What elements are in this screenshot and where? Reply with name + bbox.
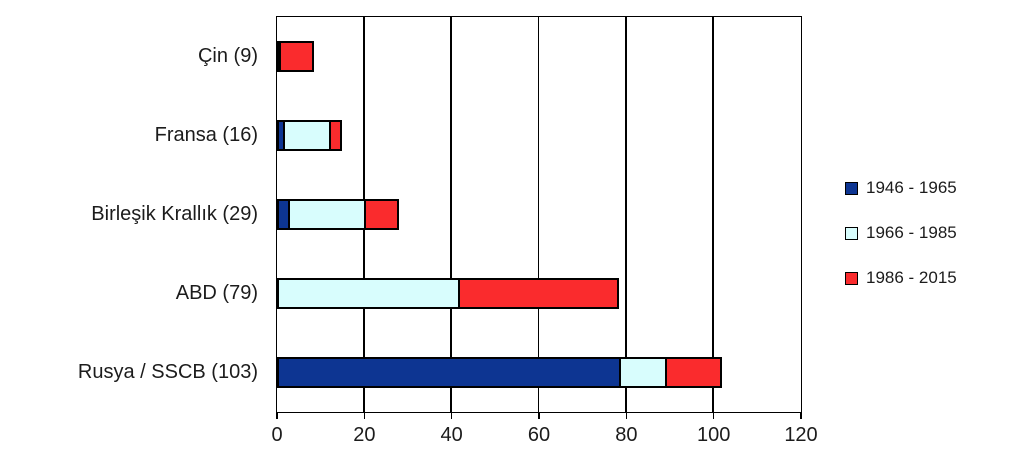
bar-row-0 [276,17,801,96]
legend: 1946 - 1965 1966 - 1985 1986 - 2015 [845,178,957,315]
bar-3 [276,277,801,309]
x-tick-mark [538,412,540,419]
bar-segment [364,198,400,230]
x-tick-mark [712,412,715,419]
x-tick-mark [800,412,802,419]
legend-entry-0: 1946 - 1965 [845,178,957,197]
y-axis-category-labels: Çin (9) Fransa (16) Birleşik Krallık (29) A… [0,17,258,412]
x-tick-label: 100 [696,424,731,446]
bar-segment [619,356,668,388]
x-tick-mark [625,412,628,419]
legend-label: 1986 - 2015 [866,268,957,287]
bar-segment [278,40,314,72]
x-tick-mark [450,412,453,419]
category-label: Çin (9) [197,45,258,67]
bar-row-4 [276,333,801,412]
bar-segment [329,119,343,151]
x-tick-label: 80 [615,424,638,446]
legend-label: 1966 - 1985 [866,223,957,242]
bar-segment [665,356,723,388]
category-label: Rusya / SSCB (103) [77,361,258,383]
bar-segment [457,277,620,309]
gridline-40 [450,16,452,412]
x-tick-label: 0 [271,424,283,446]
x-tick-label: 20 [353,424,376,446]
x-tick-label: 40 [440,424,463,446]
legend-label: 1946 - 1965 [866,178,957,197]
bar-2 [276,198,801,230]
category-label: Birleşik Krallık (29) [91,203,258,225]
legend-swatch [845,271,858,285]
gridline-100 [712,16,714,412]
legend-swatch [845,226,858,240]
bar-row-2 [276,175,801,254]
category-label: ABD (79) [175,282,258,304]
bar-row-1 [276,96,801,175]
plot-area [275,15,802,413]
bar-segment [283,119,332,151]
category-row-3: ABD (79) [0,254,258,333]
bar-segment [276,356,622,388]
category-row-2: Birleşik Krallık (29) [0,175,258,254]
category-row-1: Fransa (16) [0,96,258,175]
gridline-60 [537,16,540,412]
x-tick-label: 120 [784,424,818,446]
gridline-80 [625,16,627,412]
x-tick-mark [363,412,366,419]
bar-4 [276,356,801,388]
legend-swatch [845,181,858,195]
bar-1 [276,119,801,151]
category-label: Fransa (16) [154,124,258,146]
bar-segment [287,198,367,230]
category-row-4: Rusya / SSCB (103) [0,333,258,412]
x-tick-label: 60 [527,424,551,446]
bar-row-3 [276,254,801,333]
x-tick-mark [276,412,278,419]
bar-0 [276,40,801,72]
bar-segment [276,277,460,309]
category-row-0: Çin (9) [0,17,258,96]
legend-entry-2: 1986 - 2015 [845,268,957,287]
legend-entry-1: 1966 - 1985 [845,223,957,242]
